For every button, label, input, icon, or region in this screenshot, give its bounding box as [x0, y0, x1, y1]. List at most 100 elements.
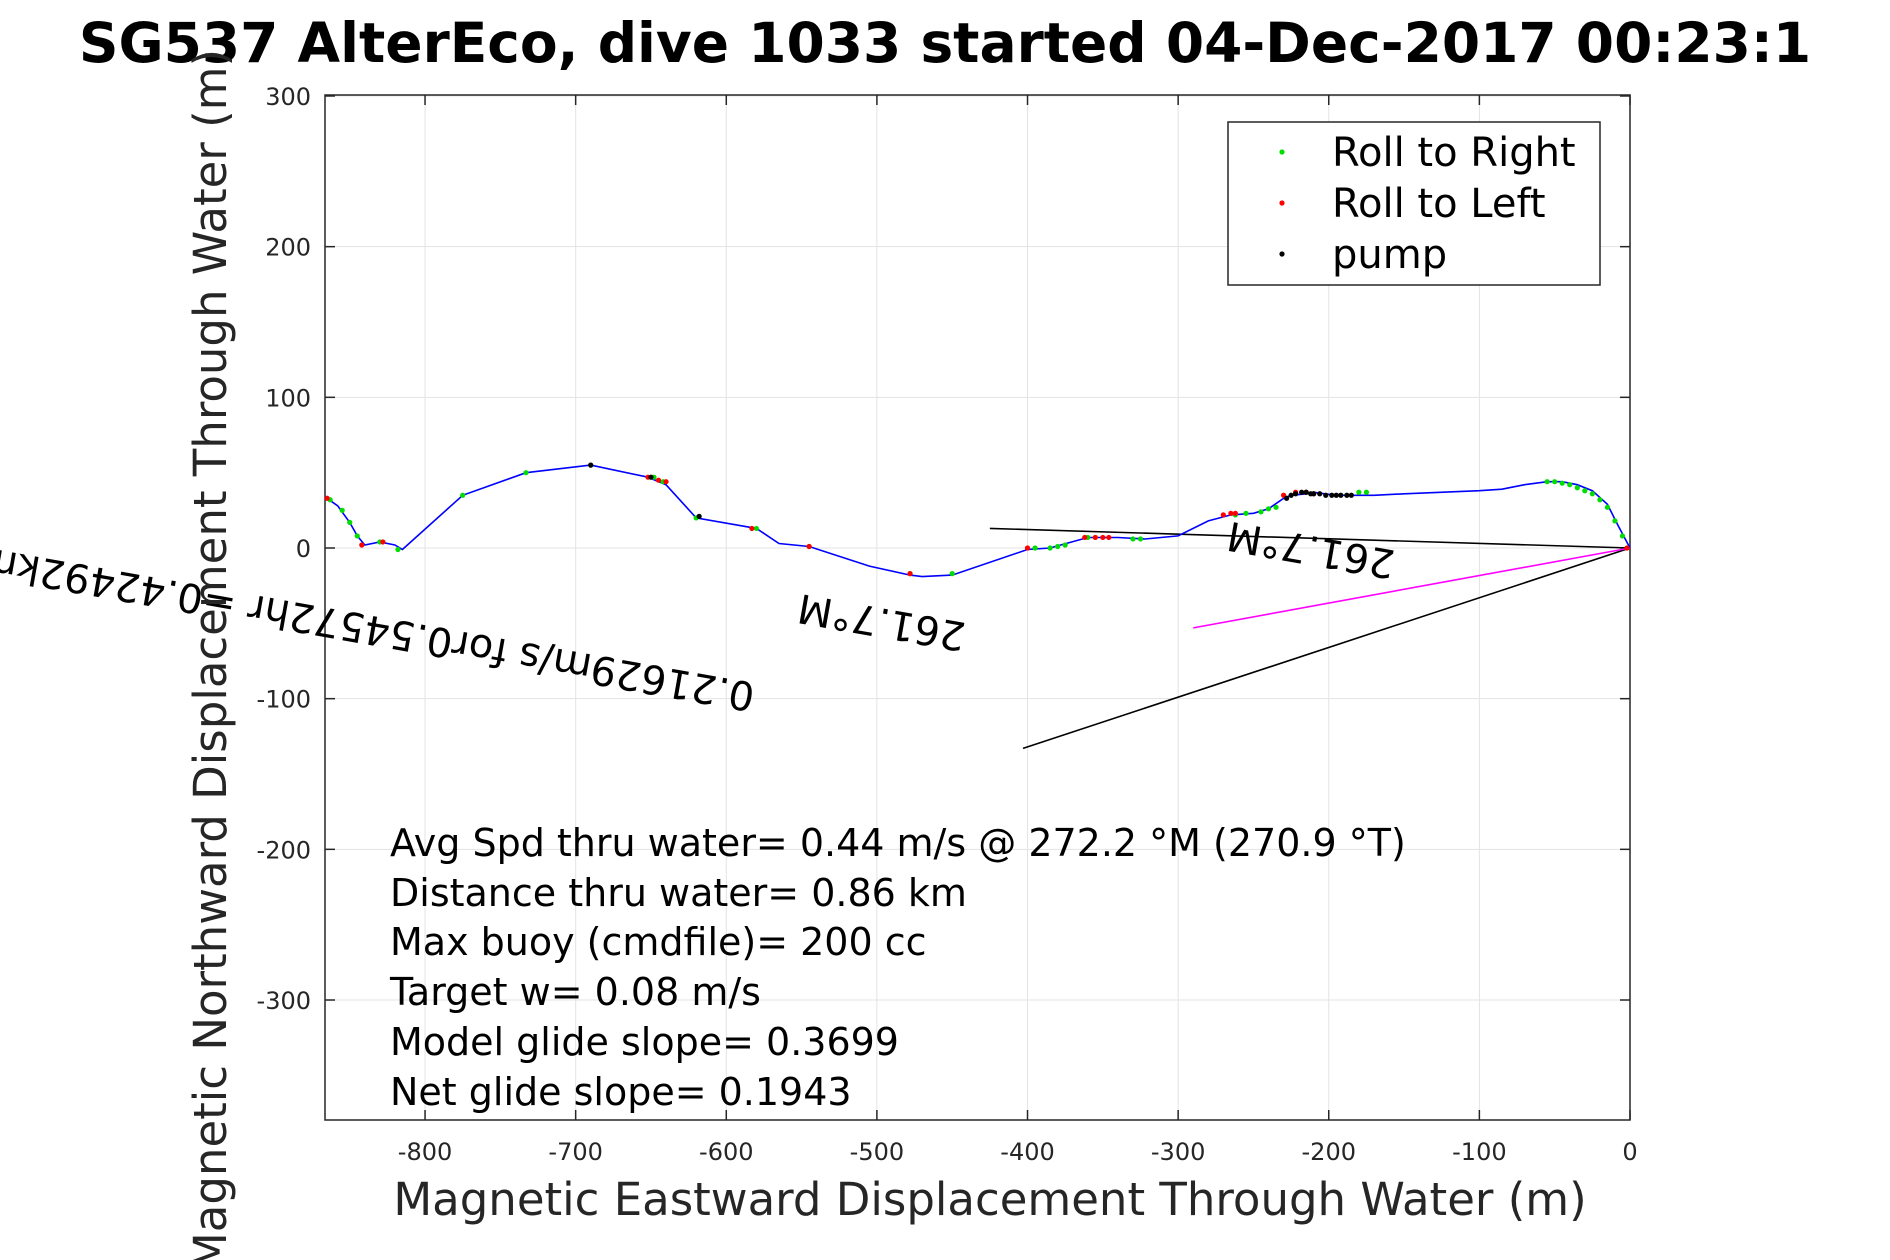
roll-right-point — [1356, 489, 1362, 495]
roll-right-point — [354, 533, 360, 539]
roll-left-point — [663, 479, 669, 485]
pump-point — [1348, 492, 1354, 498]
roll-right-point — [1055, 543, 1061, 550]
pump-point — [648, 474, 654, 480]
x-tick-label: -500 — [850, 1138, 904, 1166]
reference-line — [989, 527, 1631, 549]
stat-model-glide-slope: Model glide slope= 0.3699 — [390, 1020, 899, 1064]
legend-label-pump: pump — [1332, 232, 1447, 278]
y-tick-label: 300 — [265, 83, 311, 111]
x-tick-label: 0 — [1622, 1138, 1637, 1166]
roll-left-point — [806, 543, 812, 550]
legend-box — [1227, 121, 1601, 286]
y-tick-label: -200 — [257, 836, 311, 864]
roll-left-point — [1100, 534, 1106, 541]
roll-right-point — [1544, 479, 1550, 485]
reference-line — [1193, 547, 1631, 629]
stat-target-w: Target w= 0.08 m/s — [389, 970, 761, 1014]
y-tick-label: 100 — [265, 384, 311, 412]
roll-right-point — [1559, 480, 1565, 486]
x-tick-label: -200 — [1302, 1138, 1356, 1166]
legend-marker-roll-left — [1279, 200, 1285, 206]
pump-point — [1329, 492, 1335, 498]
roll-left-point — [1232, 510, 1238, 516]
roll-right-point — [1137, 536, 1144, 542]
y-tick-label: -300 — [257, 987, 311, 1015]
chart-title: SG537 AlterEco, dive 1033 started 04-Dec… — [79, 11, 1811, 75]
pump-point — [1311, 491, 1317, 497]
legend-label-roll-left: Roll to Left — [1332, 181, 1546, 227]
legend: Roll to Right Roll to Left pump — [1227, 121, 1601, 286]
roll-right-point — [339, 507, 345, 513]
roll-left-point — [1092, 534, 1098, 541]
axis-ticks: -800 -700 -600 -500 -400 -300 -200 -100 0 300 200 1… — [257, 83, 1638, 1166]
roll-left-point — [1024, 545, 1031, 551]
roll-right-point — [1273, 504, 1279, 510]
x-tick-label: -600 — [699, 1138, 753, 1166]
pump-point — [1338, 492, 1344, 498]
roll-left-point — [1082, 534, 1088, 541]
y-tick-label: 200 — [265, 234, 311, 262]
roll-right-point — [1612, 518, 1618, 524]
roll-right-point — [1363, 489, 1370, 495]
roll-right-point — [1258, 509, 1264, 515]
pump-point — [1283, 495, 1290, 501]
series — [324, 462, 1631, 750]
pump-point — [1293, 491, 1299, 497]
roll-right-point — [1567, 482, 1573, 488]
roll-right-point — [460, 492, 466, 498]
x-tick-label: -300 — [1151, 1138, 1205, 1166]
roll-right-point — [1589, 491, 1595, 497]
plot-area-frame — [324, 94, 1631, 1121]
roll-right-point — [1130, 536, 1136, 542]
pump-point — [1288, 492, 1294, 498]
stat-net-glide-slope: Net glide slope= 0.1943 — [390, 1070, 852, 1114]
stat-distance: Distance thru water= 0.86 km — [390, 871, 967, 915]
pump-point — [1323, 492, 1329, 498]
roll-right-point — [1619, 533, 1626, 539]
roll-left-point — [749, 525, 755, 532]
roll-right-point — [1604, 504, 1611, 510]
roll-right-point — [949, 571, 955, 577]
x-tick-label: -800 — [398, 1138, 452, 1166]
roll-right-point — [1582, 488, 1588, 494]
roll-right-point — [1062, 542, 1068, 548]
roll-left-point — [380, 539, 386, 545]
roll-right-point — [1597, 497, 1603, 503]
pump-point — [1344, 492, 1350, 498]
y-axis-label: Magnetic Northward Displacement Through … — [184, 49, 237, 1260]
x-tick-label: -700 — [548, 1138, 602, 1166]
pump-point — [1317, 491, 1323, 497]
pump-point — [1303, 489, 1309, 495]
pump-point — [1299, 489, 1305, 495]
roll-right-point — [395, 546, 401, 553]
roll-right-point — [753, 525, 760, 532]
roll-right-point — [1552, 479, 1558, 485]
roll-right-point — [1265, 506, 1272, 512]
stat-avg-speed: Avg Spd thru water= 0.44 m/s @ 272.2 °M … — [390, 821, 1406, 865]
roll-left-point — [1228, 510, 1234, 516]
stats-text-block: Avg Spd thru water= 0.44 m/s @ 272.2 °M … — [389, 821, 1406, 1114]
roll-left-point — [1220, 512, 1226, 518]
legend-marker-roll-right — [1279, 149, 1285, 155]
roll-right-point — [523, 470, 529, 476]
roll-left-point — [1624, 545, 1630, 551]
legend-marker-pump — [1279, 251, 1285, 257]
x-axis-label: Magnetic Eastward Displacement Through W… — [393, 1173, 1586, 1226]
roll-left-point — [1106, 534, 1112, 541]
roll-left-point — [324, 495, 330, 501]
x-tick-label: -400 — [1000, 1138, 1054, 1166]
pump-point — [696, 513, 702, 519]
roll-right-point — [1032, 545, 1038, 551]
roll-right-point — [1574, 485, 1580, 491]
roll-right-point — [1243, 510, 1249, 516]
pump-point — [1333, 492, 1339, 498]
x-tick-label: -100 — [1452, 1138, 1506, 1166]
stat-max-buoy: Max buoy (cmdfile)= 200 cc — [390, 920, 927, 964]
roll-left-point — [359, 542, 365, 548]
roll-left-point — [655, 477, 662, 483]
y-tick-label: 0 — [296, 535, 311, 563]
y-tick-label: -100 — [257, 686, 311, 714]
roll-right-point — [1047, 545, 1053, 551]
